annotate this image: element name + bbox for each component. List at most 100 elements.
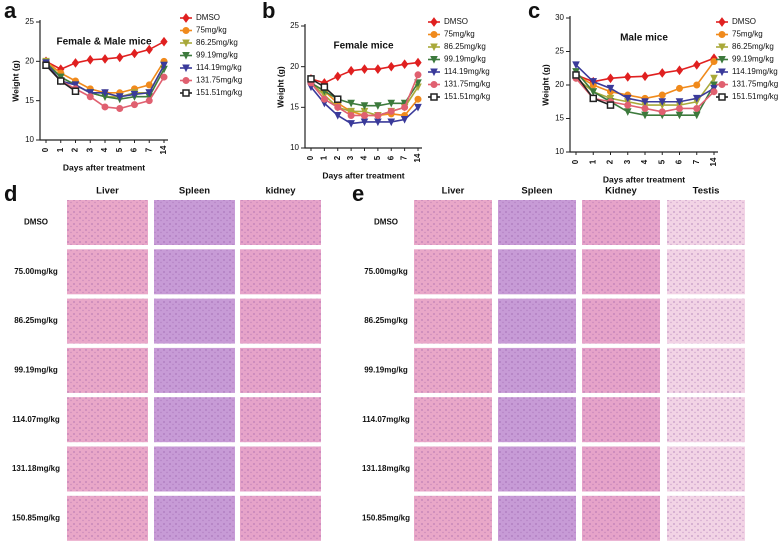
- x-tick-label: 2: [333, 155, 342, 160]
- y-tick-label: 15: [25, 96, 34, 105]
- point: [101, 54, 109, 64]
- point: [658, 91, 666, 99]
- point: [131, 101, 138, 109]
- y-tick-label: 10: [290, 143, 299, 152]
- row-label: 99.19mg/kg: [364, 366, 408, 375]
- column-header: Liver: [442, 186, 465, 197]
- point: [606, 73, 615, 84]
- micrograph-texture: [154, 298, 235, 344]
- legend-marker: [430, 31, 438, 38]
- point: [692, 94, 701, 103]
- point: [710, 88, 718, 96]
- column-header: kidney: [265, 186, 296, 197]
- point: [414, 95, 422, 103]
- point: [116, 52, 124, 63]
- point: [641, 98, 649, 106]
- legend-marker: [430, 17, 438, 27]
- legend-marker: [718, 56, 726, 64]
- y-tick-label: 15: [555, 114, 564, 123]
- legend-label: 99.19mg/kg: [732, 55, 774, 64]
- row-label: 114.07mg/kg: [362, 415, 410, 424]
- point: [71, 81, 80, 90]
- point: [347, 107, 355, 116]
- legend-label: 75mg/kg: [444, 30, 475, 39]
- x-tick-label: 4: [640, 159, 649, 164]
- micrograph-texture: [667, 446, 745, 492]
- point: [641, 104, 649, 112]
- point: [676, 84, 683, 92]
- point: [160, 73, 168, 81]
- x-tick-label: 5: [115, 147, 124, 152]
- micrograph-texture: [498, 495, 576, 541]
- micrograph-texture: [498, 347, 576, 393]
- point: [347, 120, 355, 128]
- micrograph-texture: [582, 347, 660, 393]
- x-tick-label: 5: [657, 159, 666, 164]
- x-tick-label: 14: [709, 157, 718, 166]
- micrograph-texture: [414, 347, 492, 393]
- chart-title: Male mice: [620, 33, 668, 44]
- micrograph-texture: [240, 446, 321, 492]
- legend-label: 114.19mg/kg: [444, 67, 490, 76]
- micrograph-texture: [240, 495, 321, 541]
- point: [56, 73, 65, 82]
- legend-label: 131.75mg/kg: [444, 80, 490, 89]
- point: [71, 87, 80, 95]
- micrograph-texture: [240, 298, 321, 344]
- point: [71, 58, 80, 68]
- point: [374, 111, 382, 119]
- x-axis-label: Days after treatment: [322, 170, 404, 180]
- point: [710, 74, 718, 83]
- legend-label: DMSO: [444, 17, 468, 26]
- point: [334, 103, 342, 111]
- micrograph-texture: [498, 298, 576, 344]
- legend-label: 86.25mg/kg: [732, 42, 774, 51]
- micrograph-texture: [154, 495, 235, 541]
- point: [692, 111, 701, 120]
- x-tick-label: 4: [360, 155, 369, 160]
- y-tick-label: 20: [555, 80, 564, 89]
- micrograph-texture: [154, 446, 235, 492]
- micrograph-texture: [414, 495, 492, 541]
- point: [624, 72, 632, 82]
- row-label: DMSO: [374, 218, 398, 227]
- chart-title: Female mice: [333, 41, 393, 52]
- micrograph-texture: [67, 446, 148, 492]
- legend-label: 114.19mg/kg: [732, 67, 778, 76]
- legend-marker: [182, 52, 190, 60]
- point: [145, 44, 153, 55]
- panel-letter: b: [262, 0, 275, 23]
- point: [387, 107, 395, 115]
- micrograph-texture: [498, 397, 576, 443]
- legend-marker: [718, 81, 726, 88]
- legend-label: 131.75mg/kg: [196, 76, 242, 85]
- point: [116, 105, 124, 113]
- point: [387, 99, 396, 108]
- point: [334, 95, 342, 103]
- point: [414, 71, 422, 79]
- micrograph-texture: [667, 347, 745, 393]
- x-tick-label: 5: [373, 155, 382, 160]
- x-tick-label: 2: [71, 147, 80, 152]
- point: [145, 97, 153, 105]
- x-tick-label: 3: [85, 147, 94, 152]
- legend-marker: [718, 68, 726, 77]
- point: [360, 64, 369, 74]
- panel-letter: a: [4, 0, 17, 23]
- micrograph-texture: [240, 397, 321, 443]
- micrograph-texture: [667, 298, 745, 344]
- legend-label: 99.19mg/kg: [444, 55, 486, 64]
- legend-marker: [718, 31, 726, 38]
- x-tick-label: 7: [144, 147, 153, 152]
- column-header: Liver: [96, 186, 119, 197]
- point: [589, 78, 598, 86]
- micrograph-texture: [154, 200, 235, 245]
- row-label: 99.19mg/kg: [14, 366, 58, 375]
- y-tick-label: 20: [25, 56, 34, 65]
- point: [160, 36, 168, 47]
- micrograph-texture: [414, 249, 492, 295]
- point: [86, 89, 95, 97]
- x-tick-label: 4: [100, 147, 109, 152]
- point: [57, 77, 65, 85]
- point: [374, 64, 382, 74]
